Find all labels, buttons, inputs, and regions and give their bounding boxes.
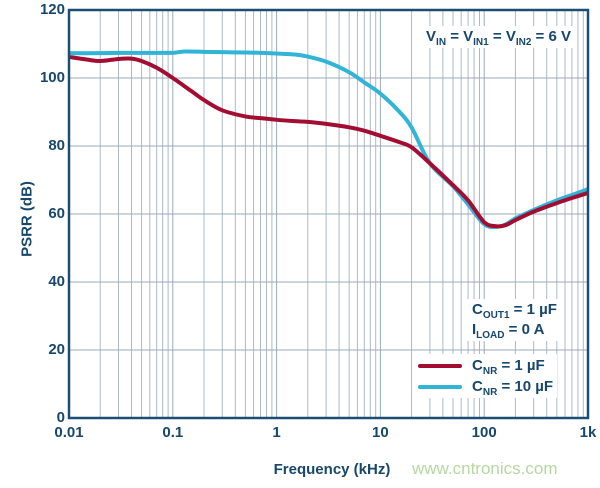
legend: CNR = 1 µF CNR = 10 µF bbox=[414, 354, 558, 398]
text-segment: = 1 µF bbox=[497, 356, 545, 374]
subscript: IN1 bbox=[473, 37, 489, 48]
condition-iload: ILOAD = 0 A bbox=[472, 320, 557, 341]
x-tick-label: 0.1 bbox=[162, 424, 184, 441]
subscript: IN2 bbox=[515, 37, 532, 48]
y-tick-label: 80 bbox=[48, 137, 65, 154]
text-segment: C bbox=[472, 301, 483, 318]
text-segment: = 0 A bbox=[504, 321, 545, 338]
subscript: IN bbox=[436, 37, 447, 48]
y-tick-label: 40 bbox=[48, 273, 65, 290]
x-tick-label: 1 bbox=[272, 424, 281, 441]
y-tick-label: 100 bbox=[39, 69, 65, 86]
text-segment: C bbox=[472, 356, 483, 374]
curve-cnr-1-f bbox=[68, 54, 589, 229]
legend-label: CNR = 1 µF bbox=[472, 356, 545, 377]
x-tick-label: 10 bbox=[372, 424, 389, 441]
legend-label: CNR = 10 µF bbox=[472, 377, 554, 398]
legend-swatch-cyan-line bbox=[418, 384, 462, 389]
x-axis-title: Frequency (kHz) bbox=[273, 461, 391, 478]
text-segment: = 10 µF bbox=[497, 377, 554, 395]
subscript: LOAD bbox=[476, 330, 505, 341]
x-tick-label: 100 bbox=[471, 424, 497, 441]
legend-item-cnr-10uf: CNR = 10 µF bbox=[418, 376, 553, 397]
y-tick-label: 0 bbox=[56, 409, 65, 426]
text-segment: V bbox=[426, 28, 437, 45]
y-tick-label: 20 bbox=[48, 341, 65, 358]
test-conditions: COUT1 = 1 µF ILOAD = 0 A bbox=[466, 299, 563, 341]
text-segment: = V bbox=[446, 28, 474, 45]
y-axis-title: PSRR (dB) bbox=[18, 181, 36, 257]
legend-swatch-red-line bbox=[418, 363, 462, 368]
plot-border bbox=[67, 8, 590, 420]
text-segment: I bbox=[472, 321, 477, 338]
y-tick-label: 60 bbox=[48, 205, 65, 222]
legend-item-cnr-1uf: CNR = 1 µF bbox=[418, 355, 553, 376]
condition-cout1: COUT1 = 1 µF bbox=[472, 300, 557, 321]
x-tick-label: 1k bbox=[579, 424, 597, 441]
text-segment: = 6 V bbox=[531, 28, 571, 45]
text-segment: = 1 µF bbox=[509, 301, 557, 318]
subscript: NR bbox=[482, 365, 498, 377]
subscript: OUT1 bbox=[482, 310, 510, 321]
text-segment: = V bbox=[488, 28, 516, 45]
watermark: www.cntronics.com bbox=[412, 459, 558, 478]
subscript: NR bbox=[482, 386, 498, 398]
text-segment: C bbox=[472, 377, 483, 395]
annotation-vin: VIN = VIN1 = VIN2 = 6 V bbox=[422, 26, 575, 48]
y-tick-label: 120 bbox=[39, 1, 65, 18]
x-tick-label: 0.01 bbox=[54, 424, 84, 441]
